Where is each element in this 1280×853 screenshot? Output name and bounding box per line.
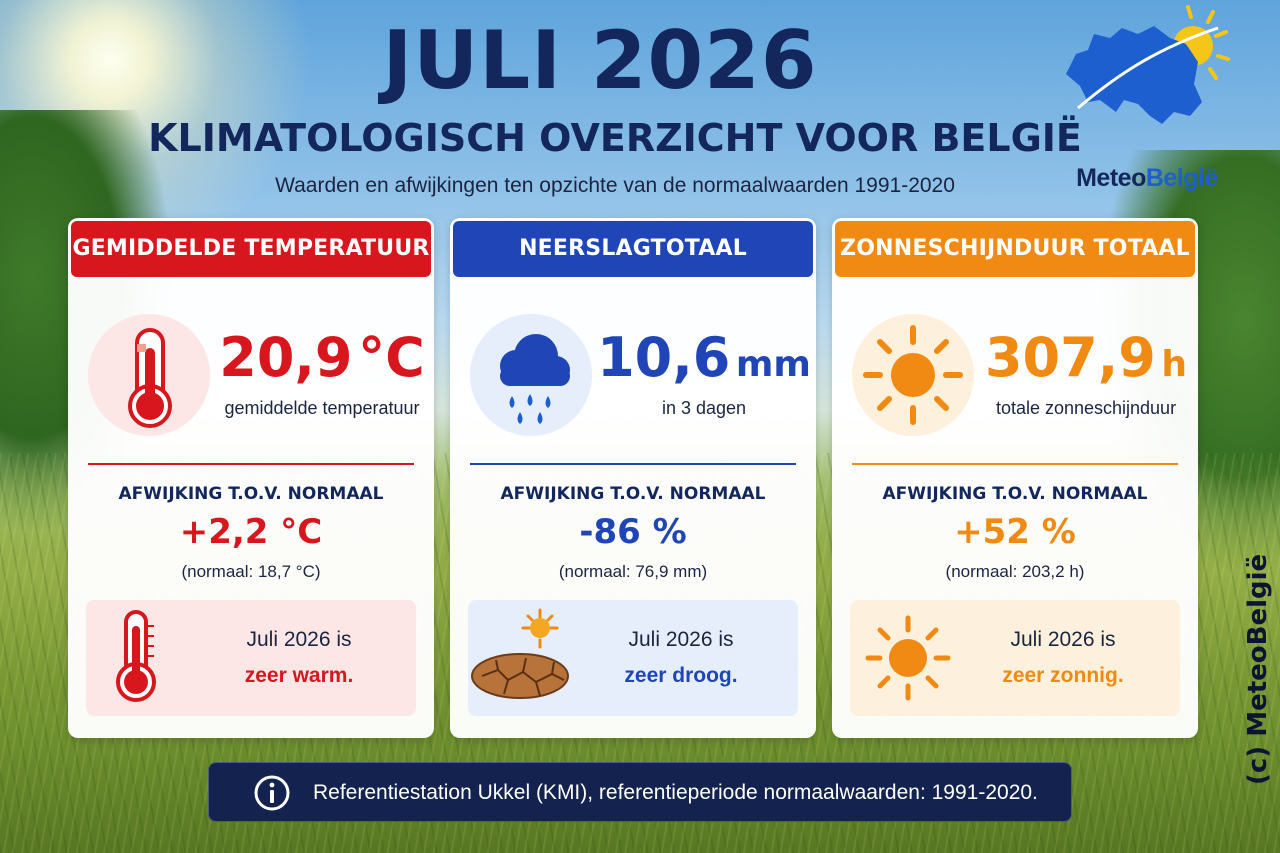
thermometer-small-icon	[116, 610, 156, 702]
sunshine-value: 307,9 h	[974, 326, 1198, 389]
sunshine-normal-value: (normaal: 203,2 h)	[945, 562, 1085, 581]
sunshine-icon-circle	[852, 314, 974, 436]
sunshine-card: ZONNESCHIJNDUUR TOTAAL 307,9 h totale zo…	[832, 218, 1198, 738]
temperature-verdict-line2: zeer warm.	[244, 664, 354, 687]
temperature-caption: gemiddelde temperatuur	[224, 398, 420, 418]
temperature-deviation-value: +2,2 °C	[179, 512, 323, 552]
info-icon	[254, 775, 290, 811]
logo-wordmark: MeteoBelgië	[1058, 164, 1236, 193]
temperature-deviation-label: AFWIJKING T.O.V. NORMAAL	[118, 484, 384, 504]
temperature-value: 20,9 °C	[210, 326, 434, 389]
page-tagline: Waarden en afwijkingen ten opzichte van …	[275, 174, 955, 197]
sunshine-deviation-label: AFWIJKING T.O.V. NORMAAL	[882, 484, 1148, 504]
temperature-card: GEMIDDELDE TEMPERATUUR 20,9 °C gemiddeld…	[68, 218, 434, 738]
precipitation-verdict-box: Juli 2026 is zeer droog.	[468, 600, 798, 716]
temperature-value-unit: °C	[358, 326, 425, 389]
precipitation-card-header: NEERSLAGTOTAAL	[453, 221, 813, 277]
sunshine-verdict-line2: zeer zonnig.	[1002, 664, 1124, 687]
precipitation-value-unit: mm	[735, 344, 811, 385]
thermometer-icon	[128, 328, 172, 428]
precipitation-value: 10,6 mm	[592, 326, 816, 389]
precipitation-divider	[470, 463, 796, 465]
precipitation-value-number: 10,6	[597, 326, 731, 389]
temperature-verdict-box: Juli 2026 is zeer warm.	[86, 600, 416, 716]
temperature-verdict-line1: Juli 2026 is	[246, 628, 352, 651]
temperature-card-header: GEMIDDELDE TEMPERATUUR	[71, 221, 431, 277]
sunshine-divider	[852, 463, 1178, 465]
meteobelgie-logo: MeteoBelgië	[1058, 4, 1236, 194]
sun-icon	[863, 325, 963, 425]
precipitation-normal-value: (normaal: 76,9 mm)	[558, 562, 708, 581]
temperature-divider	[88, 463, 414, 465]
precipitation-card: NEERSLAGTOTAAL 10,6 mm in 3 dagen AFWIJK…	[450, 218, 816, 738]
sunshine-value-number: 307,9	[984, 326, 1156, 389]
sunshine-verdict-box: Juli 2026 is zeer zonnig.	[850, 600, 1180, 716]
sunshine-deviation-value: +52 %	[954, 512, 1076, 552]
temperature-normal-value: (normaal: 18,7 °C)	[181, 562, 321, 581]
sunshine-card-header: ZONNESCHIJNDUUR TOTAAL	[835, 221, 1195, 277]
page-title: JULI 2026	[382, 14, 818, 107]
dry-soil-sun-icon	[471, 608, 569, 699]
sun-small-icon	[865, 615, 951, 701]
footer-text: Referentiestation Ukkel (KMI), referenti…	[313, 781, 1038, 804]
footer-info-bar: Referentiestation Ukkel (KMI), referenti…	[208, 762, 1072, 822]
page-subtitle: KLIMATOLOGISCH OVERZICHT VOOR BELGIË	[148, 116, 1082, 160]
precipitation-caption: in 3 dagen	[661, 398, 747, 418]
precipitation-deviation-value: -86 %	[579, 512, 687, 552]
logo-wordmark-part1: Meteo	[1076, 164, 1146, 192]
sunshine-caption: totale zonneschijnduur	[995, 398, 1177, 418]
rain-cloud-icon	[500, 334, 570, 424]
sunshine-verdict-line1: Juli 2026 is	[1010, 628, 1116, 651]
precipitation-verdict-line2: zeer droog.	[624, 664, 738, 687]
sunshine-value-unit: h	[1161, 344, 1188, 385]
precipitation-icon-circle	[470, 314, 592, 436]
belgium-map-sun-icon	[1066, 5, 1230, 124]
temperature-value-number: 20,9	[219, 326, 353, 389]
temperature-icon-circle	[88, 314, 210, 436]
logo-wordmark-part2: België	[1145, 164, 1219, 192]
precipitation-deviation-label: AFWIJKING T.O.V. NORMAAL	[500, 484, 766, 504]
copyright-text: (c) MeteoBelgië	[1243, 553, 1273, 785]
precipitation-verdict-line1: Juli 2026 is	[628, 628, 734, 651]
